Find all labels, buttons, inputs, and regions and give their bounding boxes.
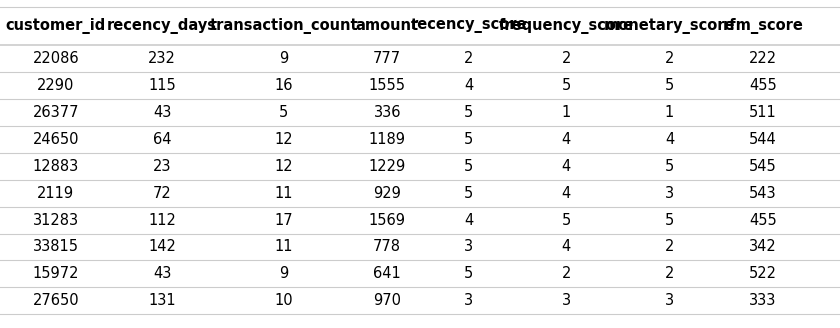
Text: 12: 12 bbox=[275, 159, 293, 174]
Text: 522: 522 bbox=[748, 266, 777, 281]
Text: 112: 112 bbox=[148, 213, 176, 228]
Text: 1569: 1569 bbox=[369, 213, 406, 228]
Text: 4: 4 bbox=[664, 132, 675, 147]
Text: 11: 11 bbox=[275, 239, 293, 255]
Text: 1: 1 bbox=[561, 105, 571, 120]
Text: 333: 333 bbox=[749, 293, 776, 308]
Text: 1229: 1229 bbox=[369, 159, 406, 174]
Text: 3: 3 bbox=[562, 293, 570, 308]
Text: 15972: 15972 bbox=[33, 266, 79, 281]
Text: recency_score: recency_score bbox=[411, 18, 527, 33]
Text: 115: 115 bbox=[148, 78, 176, 93]
Text: 342: 342 bbox=[748, 239, 777, 255]
Text: 2: 2 bbox=[464, 51, 474, 66]
Text: 5: 5 bbox=[664, 159, 675, 174]
Text: 2: 2 bbox=[561, 266, 571, 281]
Text: 4: 4 bbox=[464, 78, 474, 93]
Text: 4: 4 bbox=[561, 159, 571, 174]
Text: 4: 4 bbox=[561, 132, 571, 147]
Text: 4: 4 bbox=[561, 239, 571, 255]
Text: 929: 929 bbox=[373, 186, 402, 201]
Text: 26377: 26377 bbox=[33, 105, 79, 120]
Text: 3: 3 bbox=[665, 293, 674, 308]
Text: rfm_score: rfm_score bbox=[722, 18, 803, 34]
Text: 16: 16 bbox=[275, 78, 293, 93]
Text: customer_id: customer_id bbox=[6, 18, 106, 34]
Text: 24650: 24650 bbox=[33, 132, 79, 147]
Text: 22086: 22086 bbox=[33, 51, 79, 66]
Text: 12883: 12883 bbox=[33, 159, 79, 174]
Text: 1555: 1555 bbox=[369, 78, 406, 93]
Text: 12: 12 bbox=[275, 132, 293, 147]
Text: 142: 142 bbox=[148, 239, 176, 255]
Text: 72: 72 bbox=[153, 186, 171, 201]
Text: 1: 1 bbox=[664, 105, 675, 120]
Text: 27650: 27650 bbox=[33, 293, 79, 308]
Text: 31283: 31283 bbox=[33, 213, 79, 228]
Text: 511: 511 bbox=[748, 105, 777, 120]
Text: 545: 545 bbox=[748, 159, 777, 174]
Text: 131: 131 bbox=[149, 293, 176, 308]
Text: 3: 3 bbox=[465, 293, 473, 308]
Text: monetary_score: monetary_score bbox=[604, 18, 735, 34]
Text: 4: 4 bbox=[561, 186, 571, 201]
Text: 778: 778 bbox=[373, 239, 402, 255]
Text: 222: 222 bbox=[748, 51, 777, 66]
Text: 455: 455 bbox=[748, 213, 777, 228]
Text: 2: 2 bbox=[561, 51, 571, 66]
Text: 4: 4 bbox=[464, 213, 474, 228]
Text: 5: 5 bbox=[664, 213, 675, 228]
Text: recency_days: recency_days bbox=[108, 18, 217, 34]
Text: 777: 777 bbox=[373, 51, 402, 66]
Text: 5: 5 bbox=[464, 159, 474, 174]
Text: 5: 5 bbox=[561, 213, 571, 228]
Text: 3: 3 bbox=[665, 186, 674, 201]
Text: 5: 5 bbox=[464, 105, 474, 120]
Text: 5: 5 bbox=[664, 78, 675, 93]
Text: 64: 64 bbox=[153, 132, 171, 147]
Text: 2: 2 bbox=[664, 239, 675, 255]
Text: 43: 43 bbox=[153, 105, 171, 120]
Text: 3: 3 bbox=[465, 239, 473, 255]
Text: 9: 9 bbox=[279, 51, 289, 66]
Text: 232: 232 bbox=[148, 51, 176, 66]
Text: 544: 544 bbox=[748, 132, 777, 147]
Text: transaction_count: transaction_count bbox=[210, 18, 358, 34]
Text: 2: 2 bbox=[664, 51, 675, 66]
Text: 5: 5 bbox=[464, 132, 474, 147]
Text: 2: 2 bbox=[664, 266, 675, 281]
Text: 641: 641 bbox=[373, 266, 402, 281]
Text: 455: 455 bbox=[748, 78, 777, 93]
Text: 9: 9 bbox=[279, 266, 289, 281]
Text: 11: 11 bbox=[275, 186, 293, 201]
Text: 23: 23 bbox=[153, 159, 171, 174]
Text: 970: 970 bbox=[373, 293, 402, 308]
Text: 5: 5 bbox=[279, 105, 289, 120]
Text: 5: 5 bbox=[561, 78, 571, 93]
Text: 5: 5 bbox=[464, 186, 474, 201]
Text: frequency_score: frequency_score bbox=[499, 18, 633, 34]
Text: amount: amount bbox=[355, 18, 419, 33]
Text: 543: 543 bbox=[749, 186, 776, 201]
Text: 336: 336 bbox=[374, 105, 401, 120]
Text: 33815: 33815 bbox=[33, 239, 79, 255]
Text: 2290: 2290 bbox=[37, 78, 75, 93]
Text: 5: 5 bbox=[464, 266, 474, 281]
Text: 43: 43 bbox=[153, 266, 171, 281]
Text: 17: 17 bbox=[275, 213, 293, 228]
Text: 1189: 1189 bbox=[369, 132, 406, 147]
Text: 10: 10 bbox=[275, 293, 293, 308]
Text: 2119: 2119 bbox=[37, 186, 75, 201]
